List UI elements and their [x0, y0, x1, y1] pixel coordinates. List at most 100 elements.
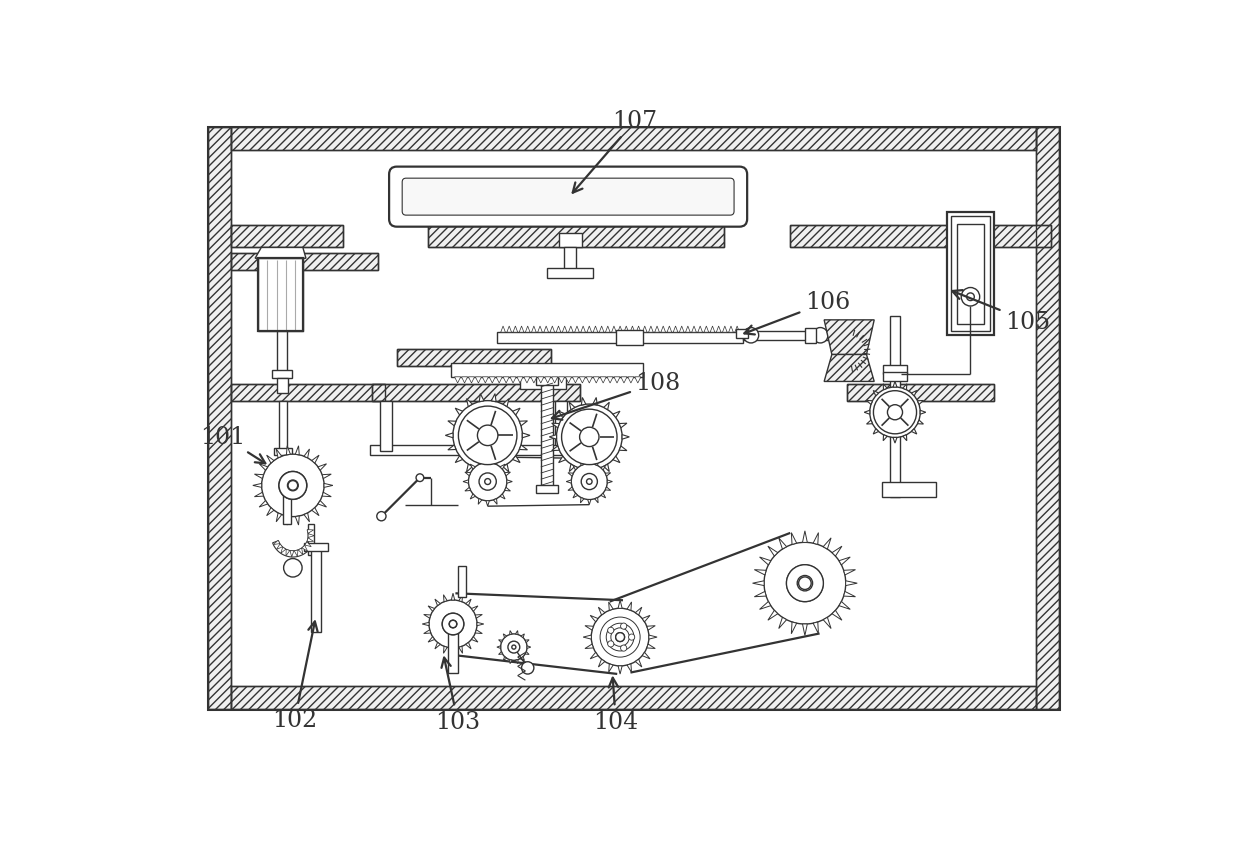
Polygon shape [471, 637, 477, 642]
Polygon shape [527, 646, 531, 649]
Text: 103: 103 [435, 657, 480, 733]
Polygon shape [510, 660, 512, 664]
Circle shape [611, 628, 630, 647]
Polygon shape [754, 592, 766, 597]
Polygon shape [552, 446, 559, 451]
Polygon shape [324, 484, 332, 488]
Bar [883, 373, 906, 382]
Polygon shape [619, 424, 627, 429]
Polygon shape [686, 327, 691, 333]
Bar [304, 544, 327, 551]
Polygon shape [627, 377, 634, 383]
Polygon shape [600, 377, 606, 383]
Polygon shape [451, 648, 455, 655]
Circle shape [469, 463, 507, 501]
Circle shape [288, 481, 298, 490]
Polygon shape [673, 327, 678, 333]
Polygon shape [520, 327, 523, 333]
Bar [231, 253, 377, 270]
FancyBboxPatch shape [389, 167, 748, 227]
Circle shape [443, 614, 464, 635]
Polygon shape [565, 377, 572, 383]
Circle shape [449, 620, 456, 628]
Bar [520, 374, 567, 390]
Polygon shape [873, 391, 879, 397]
Polygon shape [599, 608, 605, 615]
Polygon shape [459, 595, 463, 602]
Polygon shape [448, 421, 456, 426]
Circle shape [812, 328, 828, 344]
Text: 104: 104 [593, 678, 639, 733]
Circle shape [477, 425, 498, 446]
Circle shape [479, 473, 496, 490]
Polygon shape [317, 501, 326, 507]
Polygon shape [624, 327, 629, 333]
Polygon shape [618, 600, 622, 609]
Polygon shape [424, 630, 430, 634]
Polygon shape [510, 630, 512, 635]
Polygon shape [587, 327, 591, 333]
Polygon shape [704, 327, 708, 333]
Bar [564, 247, 577, 274]
Polygon shape [295, 517, 299, 526]
Polygon shape [552, 424, 559, 429]
Circle shape [616, 633, 625, 641]
Polygon shape [459, 647, 463, 653]
Bar [790, 226, 1052, 247]
Polygon shape [579, 377, 585, 383]
Polygon shape [259, 501, 268, 507]
Polygon shape [614, 377, 620, 383]
Bar [790, 226, 1052, 247]
Polygon shape [802, 625, 807, 636]
Polygon shape [568, 473, 573, 477]
Circle shape [786, 565, 823, 602]
Polygon shape [466, 642, 471, 649]
Polygon shape [593, 398, 598, 406]
Bar [231, 253, 377, 270]
Bar [882, 482, 936, 497]
Polygon shape [918, 420, 924, 425]
Polygon shape [497, 646, 501, 649]
Polygon shape [544, 377, 551, 383]
Bar [554, 401, 567, 452]
Polygon shape [593, 469, 598, 477]
Polygon shape [295, 446, 299, 455]
Polygon shape [267, 508, 274, 516]
Polygon shape [422, 623, 429, 626]
Polygon shape [920, 411, 926, 414]
Circle shape [562, 409, 618, 465]
Polygon shape [760, 557, 771, 565]
Polygon shape [627, 603, 631, 611]
Polygon shape [549, 436, 557, 440]
Circle shape [512, 646, 516, 649]
Circle shape [608, 625, 634, 650]
Circle shape [449, 620, 456, 628]
Polygon shape [698, 327, 703, 333]
Bar [231, 686, 1035, 709]
Circle shape [615, 633, 625, 642]
Circle shape [279, 472, 306, 500]
Polygon shape [255, 248, 306, 259]
Polygon shape [273, 540, 280, 545]
Polygon shape [522, 434, 529, 438]
Bar [397, 349, 551, 366]
Polygon shape [768, 547, 777, 556]
Polygon shape [558, 377, 564, 383]
Polygon shape [444, 595, 448, 602]
Polygon shape [588, 459, 591, 464]
Polygon shape [538, 377, 544, 383]
Polygon shape [655, 327, 660, 333]
Polygon shape [516, 630, 518, 635]
Polygon shape [428, 637, 435, 642]
Polygon shape [552, 377, 558, 383]
Polygon shape [608, 377, 613, 383]
Polygon shape [290, 551, 294, 557]
Polygon shape [779, 538, 786, 549]
Polygon shape [503, 399, 508, 407]
Bar [951, 217, 990, 332]
Circle shape [429, 600, 477, 648]
Polygon shape [580, 498, 584, 503]
Polygon shape [470, 495, 475, 500]
Polygon shape [507, 480, 512, 484]
Polygon shape [444, 647, 448, 653]
